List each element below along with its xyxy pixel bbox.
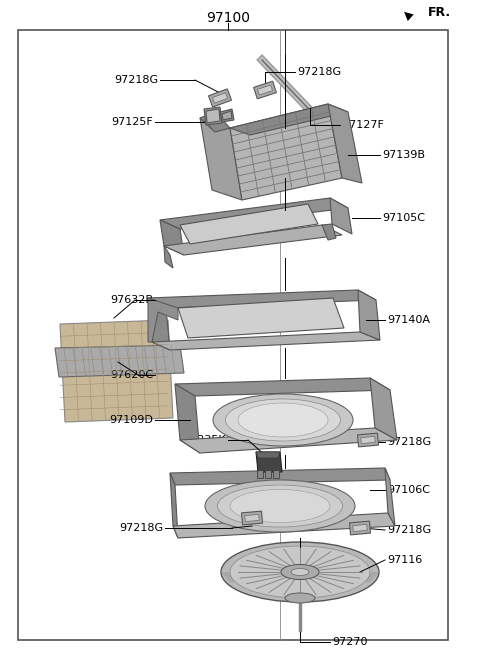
Text: 97632B: 97632B: [110, 295, 153, 305]
Ellipse shape: [238, 403, 328, 437]
Bar: [18, 30, 448, 640]
Polygon shape: [273, 470, 279, 478]
Text: 97218G: 97218G: [387, 525, 431, 535]
Polygon shape: [206, 109, 220, 123]
Ellipse shape: [221, 542, 379, 602]
Text: 97235K: 97235K: [183, 435, 226, 445]
Polygon shape: [221, 572, 379, 582]
Ellipse shape: [230, 489, 330, 522]
Text: 97100: 97100: [206, 11, 250, 25]
Polygon shape: [220, 109, 234, 122]
Text: 97140A: 97140A: [387, 315, 430, 325]
Polygon shape: [245, 514, 259, 522]
Polygon shape: [164, 225, 342, 255]
Text: 97139B: 97139B: [382, 150, 425, 160]
Polygon shape: [256, 452, 282, 472]
Ellipse shape: [291, 569, 309, 575]
Text: 97127F: 97127F: [342, 120, 384, 130]
Polygon shape: [175, 378, 390, 396]
Polygon shape: [170, 468, 390, 485]
Text: 97218G: 97218G: [119, 523, 163, 533]
Polygon shape: [160, 198, 348, 229]
Polygon shape: [180, 204, 318, 244]
Polygon shape: [257, 85, 273, 95]
Polygon shape: [349, 521, 371, 535]
Polygon shape: [148, 298, 178, 342]
Text: 97125F: 97125F: [111, 117, 153, 127]
Text: 97620C: 97620C: [110, 370, 153, 380]
Polygon shape: [164, 246, 173, 268]
Ellipse shape: [226, 399, 340, 441]
Polygon shape: [212, 92, 228, 103]
Text: 97105C: 97105C: [382, 213, 425, 223]
Polygon shape: [178, 298, 344, 338]
Polygon shape: [204, 107, 222, 125]
Polygon shape: [148, 298, 170, 350]
Polygon shape: [148, 290, 376, 308]
Polygon shape: [257, 470, 263, 478]
Polygon shape: [328, 104, 362, 183]
Polygon shape: [60, 320, 173, 422]
Polygon shape: [152, 332, 380, 350]
Polygon shape: [175, 384, 200, 453]
Polygon shape: [230, 104, 348, 135]
Polygon shape: [265, 470, 271, 478]
Text: 97218G: 97218G: [114, 75, 158, 85]
Ellipse shape: [205, 480, 355, 532]
Polygon shape: [358, 290, 380, 340]
Ellipse shape: [230, 546, 370, 598]
Text: 97218G: 97218G: [297, 67, 341, 77]
Polygon shape: [256, 452, 280, 458]
Polygon shape: [170, 473, 178, 538]
Polygon shape: [55, 345, 184, 377]
Polygon shape: [385, 468, 395, 526]
Polygon shape: [200, 112, 230, 132]
Polygon shape: [370, 378, 397, 440]
Polygon shape: [330, 198, 352, 234]
Text: 97218G: 97218G: [387, 437, 431, 447]
Polygon shape: [253, 81, 276, 99]
Polygon shape: [180, 428, 397, 453]
Polygon shape: [208, 89, 231, 107]
Polygon shape: [200, 118, 242, 200]
Text: FR.: FR.: [428, 7, 451, 20]
Polygon shape: [241, 511, 263, 525]
Ellipse shape: [281, 565, 319, 579]
Text: 97109D: 97109D: [109, 415, 153, 425]
Polygon shape: [358, 433, 379, 447]
Ellipse shape: [213, 394, 353, 446]
Polygon shape: [173, 513, 395, 538]
Polygon shape: [230, 104, 342, 200]
Polygon shape: [222, 111, 232, 120]
Ellipse shape: [285, 593, 315, 603]
Ellipse shape: [217, 485, 343, 527]
Polygon shape: [322, 224, 336, 240]
Text: 97270: 97270: [332, 637, 368, 647]
Text: 97106C: 97106C: [387, 485, 430, 495]
Polygon shape: [361, 436, 375, 443]
Polygon shape: [353, 524, 367, 531]
Text: 97116: 97116: [387, 555, 422, 565]
Polygon shape: [160, 220, 184, 255]
